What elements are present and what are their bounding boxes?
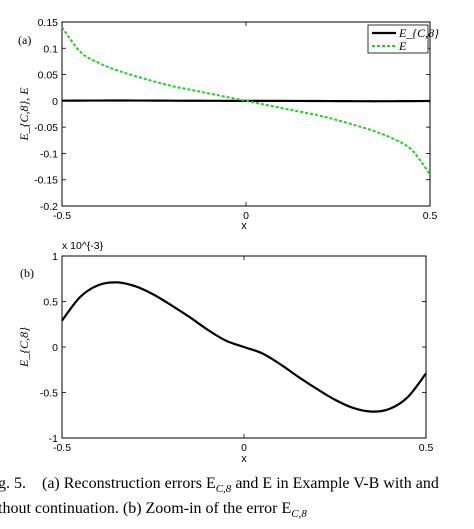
chart-a-xtick-label: 0 [243, 210, 249, 222]
chart-b-ticks: 10.50-0.5-1-0.5 0 0.5 [40, 251, 434, 454]
chart-b-xlabel: x [241, 453, 247, 465]
figure-caption: g. 5. (a) Reconstruction errors EC,8 and… [0, 474, 474, 524]
chart-b-ytick-label: 1 [52, 251, 58, 263]
chart-b: 10.50-0.5-1-0.5 0 0.5 x 10^{-3} (b) x E_{C… [17, 240, 433, 465]
chart-a-ytick-label: -0.15 [34, 175, 58, 187]
chart-a-ytick-label: 0.15 [38, 17, 59, 29]
caption-text-1: (a) Reconstruction errors E [42, 475, 216, 492]
chart-a-series-1-line [61, 26, 431, 176]
chart-a-ylabel: E_{C,8}, E [17, 87, 31, 142]
chart-b-ytick-label: 0 [52, 342, 58, 354]
chart-b-scale-note: x 10^{-3} [62, 240, 104, 252]
chart-a-xtick-label: 0.5 [423, 210, 438, 222]
legend-label-e: E [398, 39, 407, 53]
chart-a-ytick-label: 0 [52, 96, 58, 108]
legend-label-ec8: E_{C,8} [398, 26, 439, 40]
caption-line-1: g. 5. (a) Reconstruction errors EC,8 and… [0, 474, 474, 499]
chart-a-ytick-label: -0.1 [40, 148, 58, 160]
chart-a-xlabel: x [241, 220, 247, 232]
chart-b-ytick-label: -0.5 [40, 388, 58, 400]
chart-b-ylabel: E_{C,8} [17, 327, 31, 368]
chart-a-ytick-label: 0.1 [43, 43, 58, 55]
chart-a-ytick-label: 0.05 [38, 70, 59, 82]
chart-b-ytick-label: 0.5 [43, 297, 58, 309]
chart-a-ytick-label: -0.05 [34, 122, 58, 134]
chart-b-xtick-label: 0.5 [419, 442, 434, 454]
caption-figure-number: g. 5. [0, 475, 26, 492]
chart-b-xtick-label: 0 [241, 442, 247, 454]
chart-a-ticks: 0.15 0.1 0.05 0 -0.05 -0.1 -0.15 -0.2-0.5 0 0.5 [34, 17, 437, 222]
caption-sub-2: C,8 [291, 508, 307, 521]
chart-a-panel-label: (a) [18, 33, 31, 47]
chart-b-ytick-label: -1 [49, 433, 58, 445]
chart-a-xtick-label: -0.5 [53, 210, 71, 222]
chart-a-ylabel-text: E_{C,8}, E [17, 87, 31, 142]
chart-a-legend-box [367, 24, 429, 54]
chart-b-series-0-line [61, 281, 427, 413]
figure: 0.150.10.050-0.05-0.1-0.15-0.2-0.5 0 0.5 (… [17, 17, 439, 465]
chart-a: 0.15 0.1 0.05 0 -0.05 -0.1 -0.15 -0.2-0.5 0 0.5 (… [17, 17, 439, 232]
chart-b-xtick-label: -0.5 [53, 442, 71, 454]
chart-a-legend: E_{C,8} E [367, 24, 439, 54]
chart-a-lines [61, 26, 431, 176]
chart-a-series-0-line [61, 99, 431, 103]
chart-a-ytick-label: -0.2 [40, 201, 58, 213]
caption-text-1b: and E in Example V-B with and [235, 475, 439, 492]
chart-b-lines [61, 281, 427, 413]
chart-b-panel-label: (b) [20, 266, 34, 280]
caption-text-2: thout continuation. (b) Zoom-in of the e… [0, 500, 292, 518]
caption-line-2: thout continuation. (b) Zoom-in of the e… [0, 499, 474, 524]
chart-b-ylabel-text: E_{C,8} [17, 327, 31, 368]
caption-sub-1: C,8 [215, 483, 232, 496]
